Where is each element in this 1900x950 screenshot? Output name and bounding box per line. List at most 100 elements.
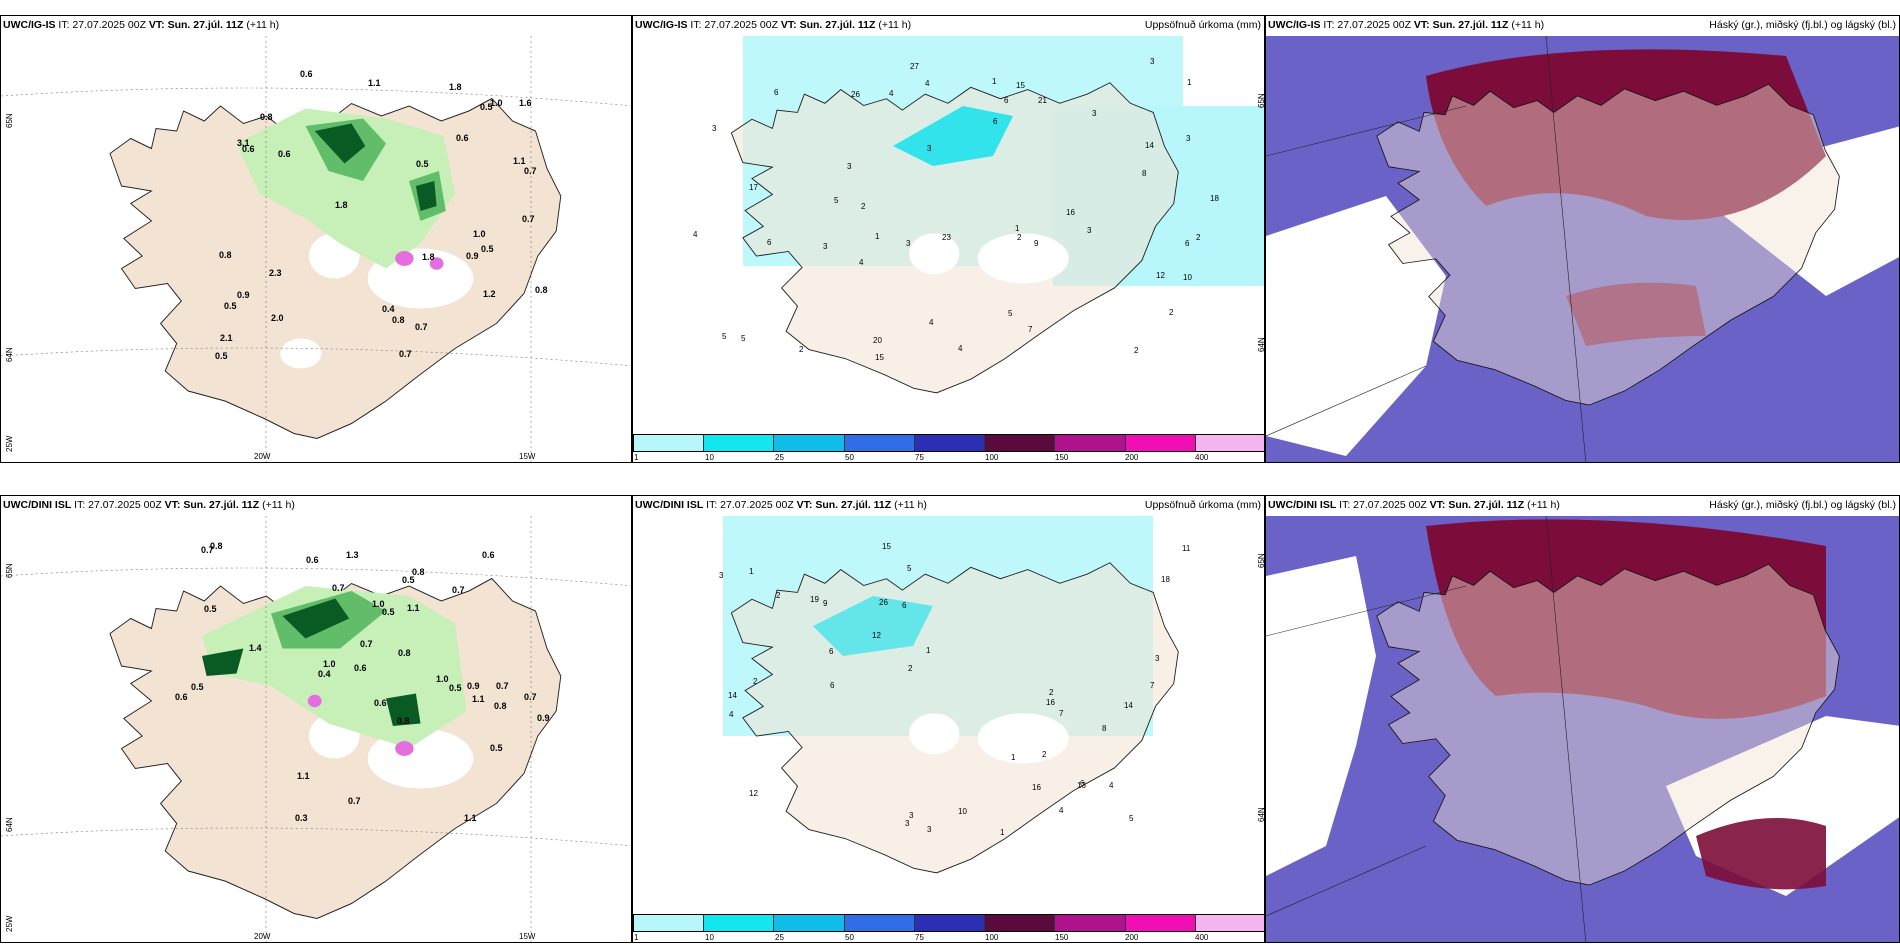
lon-label-25w: 25W	[5, 915, 14, 932]
precip-map	[1, 36, 631, 462]
map-value-label: 16	[1046, 698, 1055, 707]
map-value-label: 5	[907, 564, 912, 573]
panel-header: UWC/DINI ISL IT: 27.07.2025 00Z VT: Sun.…	[3, 499, 295, 511]
panel-bottom-right-clouds: UWC/DINI ISL IT: 27.07.2025 00Z VT: Sun.…	[1265, 495, 1900, 943]
colorbar-label: 1	[634, 453, 639, 462]
map-value-label: 3	[719, 571, 724, 580]
map-value-label: 5	[741, 334, 746, 343]
map-value-label: 0.7	[496, 681, 509, 691]
map-value-label: 6	[830, 681, 835, 690]
colorbar-bin	[914, 435, 986, 451]
colorbar-label: 100	[985, 453, 999, 462]
map-value-label: 0.6	[456, 133, 469, 143]
map-value-label: 0.7	[415, 322, 428, 332]
panel-header: UWC/DINI ISL IT: 27.07.2025 00Z VT: Sun.…	[1268, 499, 1560, 511]
colorbar-label: 10	[705, 453, 714, 462]
map-value-label: 1.1	[472, 694, 485, 704]
colorbar-label: 50	[845, 453, 854, 462]
map-value-label: 1.8	[335, 200, 348, 210]
map-value-label: 19	[810, 595, 819, 604]
map-value-label: 5	[1008, 309, 1013, 318]
map-value-label: 3	[927, 825, 932, 834]
map-value-label: 1	[992, 77, 997, 86]
map-value-label: 6	[767, 238, 772, 247]
map-value-label: 12	[749, 789, 758, 798]
colorbar	[633, 914, 1264, 932]
map-value-label: 3.1	[237, 138, 250, 148]
map-value-label: 0.6	[278, 149, 291, 159]
map-value-label: 9	[823, 599, 828, 608]
map-value-label: 0.8	[412, 567, 425, 577]
colorbar-bin	[634, 435, 705, 451]
map-value-label: 0.5	[215, 351, 228, 361]
cloud-map	[1266, 516, 1899, 942]
map-value-label: 11	[1182, 544, 1191, 553]
panel-top-middle-accum: UWC/IG-IS IT: 27.07.2025 00Z VT: Sun. 27…	[632, 15, 1265, 463]
map-value-label: 3	[1155, 654, 1160, 663]
lat-label-65n: 65N	[5, 113, 14, 128]
map-value-label: 16	[1032, 783, 1041, 792]
map-value-label: 2	[1049, 688, 1054, 697]
map-value-label: 20	[873, 336, 882, 345]
map-value-label: 21	[1038, 96, 1047, 105]
map-value-label: 8	[1102, 724, 1107, 733]
colorbar-label: 400	[1195, 453, 1209, 462]
colorbar-bin	[774, 915, 845, 931]
map-value-label: 3	[847, 162, 852, 171]
panel-header: UWC/IG-IS IT: 27.07.2025 00Z VT: Sun. 27…	[635, 19, 912, 31]
lon-label-20w: 20W	[254, 452, 271, 461]
map-value-label: 1.1	[464, 813, 477, 823]
map-value-label: 2	[1042, 750, 1047, 759]
map-value-label: 3	[906, 239, 911, 248]
map-value-label: 13	[1077, 781, 1086, 790]
map-value-label: 0.7	[524, 692, 537, 702]
map-value-label: 0.8	[260, 112, 273, 122]
colorbar-label: 150	[1055, 933, 1069, 942]
map-value-label: 4	[729, 710, 734, 719]
map-value-label: 10	[958, 807, 967, 816]
map-value-label: 15	[882, 542, 891, 551]
map-value-label: 0.8	[210, 541, 223, 551]
accum-map	[723, 516, 1179, 874]
map-value-label: 0.6	[482, 550, 495, 560]
map-value-label: 0.9	[237, 290, 250, 300]
map-value-label: 1	[1000, 828, 1005, 837]
map-value-label: 12	[872, 631, 881, 640]
colorbar-label: 25	[775, 933, 784, 942]
map-value-label: 0.6	[354, 663, 367, 673]
map-value-label: 8	[1142, 169, 1147, 178]
map-value-label: 3	[1087, 226, 1092, 235]
map-value-label: 1.1	[407, 603, 420, 613]
map-value-label: 1.3	[346, 550, 359, 560]
map-value-label: 0.5	[204, 604, 217, 614]
map-value-label: 0.5	[416, 159, 429, 169]
panel-header: UWC/DINI ISL IT: 27.07.2025 00Z VT: Sun.…	[635, 499, 927, 511]
map-value-label: 0.8	[398, 648, 411, 658]
map-value-label: 4	[859, 258, 864, 267]
map-value-label: 0.3	[295, 813, 308, 823]
map-value-label: 6	[993, 117, 998, 126]
map-value-label: 14	[728, 691, 737, 700]
map-value-label: 10	[1183, 273, 1192, 282]
map-value-label: 1.0	[436, 674, 449, 684]
map-value-label: 6	[1004, 96, 1009, 105]
map-value-label: 0.5	[224, 301, 237, 311]
colorbar-label: 400	[1195, 933, 1209, 942]
map-value-label: 1.6	[519, 98, 532, 108]
map-value-label: 1.8	[422, 252, 435, 262]
panel-bottom-left-precip: UWC/DINI ISL IT: 27.07.2025 00Z VT: Sun.…	[0, 495, 632, 943]
map-value-label: 14	[1124, 701, 1133, 710]
colorbar-label: 25	[775, 453, 784, 462]
colorbar-label: 200	[1125, 453, 1139, 462]
map-value-label: 4	[925, 79, 930, 88]
colorbar-bin	[1125, 915, 1196, 931]
map-value-label: 16	[1066, 208, 1075, 217]
map-value-label: 0.6	[374, 698, 387, 708]
map-value-label: 0.8	[535, 285, 548, 295]
map-value-label: 2	[1196, 233, 1201, 242]
map-value-label: 4	[889, 89, 894, 98]
lat-label-64n: 64N	[1257, 807, 1265, 822]
map-value-label: 1.0	[323, 659, 336, 669]
map-value-label: 15	[1016, 81, 1025, 90]
map-value-label: 18	[1210, 194, 1219, 203]
